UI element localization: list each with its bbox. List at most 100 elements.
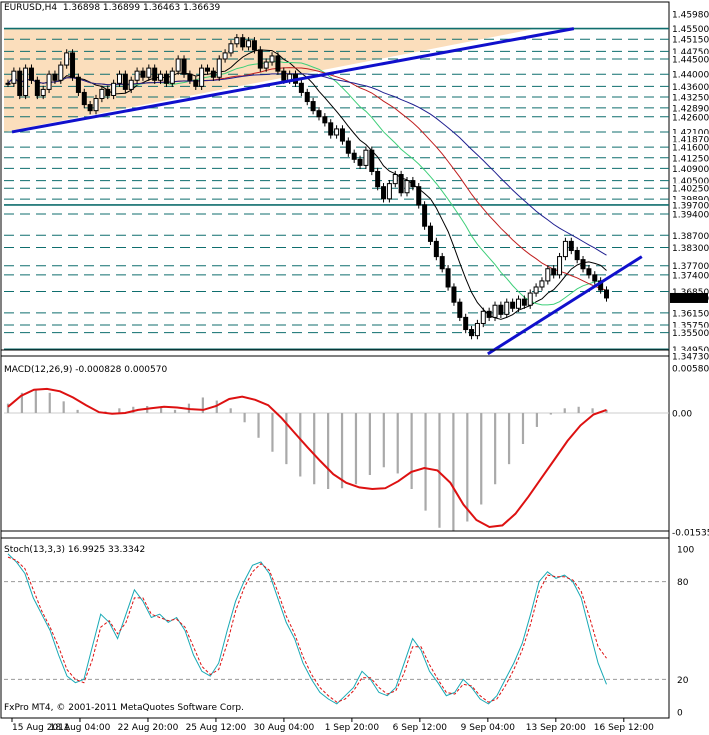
price-label-bg: [670, 194, 708, 205]
candle-body: [64, 52, 70, 66]
last-price-label: 1.36639: [672, 294, 709, 304]
candle-body: [87, 104, 93, 112]
candle-body: [17, 70, 23, 96]
price-axis-label: 1.42890: [670, 102, 709, 114]
candle-body: [433, 240, 439, 258]
macd-tick-label: -0.01535: [672, 529, 709, 539]
candle-body: [34, 79, 40, 96]
price-tick-label: 1.40250: [672, 185, 709, 195]
stoch-panel: 100 80 20 0: [0, 530, 694, 719]
price-label-bg: [670, 209, 708, 220]
price-label-bg: [670, 102, 708, 113]
candle-body: [40, 88, 46, 96]
price-axis-label: 1.34950: [670, 344, 709, 356]
candle-body: [134, 70, 140, 81]
candle-body: [304, 91, 310, 103]
price-axis-label: 1.34730: [670, 351, 709, 363]
price-tick-label: 1.40900: [672, 165, 709, 175]
candle-body: [381, 186, 387, 200]
price-tick-label: 1.44750: [672, 48, 709, 58]
price-label-bg: [670, 199, 708, 210]
stoch-tick-label: 100: [677, 546, 694, 556]
stoch-main-line: [7, 553, 607, 705]
candle-body: [557, 256, 563, 276]
candle-body: [539, 280, 545, 288]
price-label-bg: [670, 351, 708, 361]
candle-body: [515, 298, 521, 309]
macd-header: MACD(12,26,9) -0.000828 0.000570: [4, 365, 168, 375]
candle-body: [439, 256, 445, 270]
macd-panel: 0.00580 0.00 -0.01535: [0, 349, 709, 539]
price-tick-label: 1.35500: [672, 329, 709, 339]
candle-body: [351, 152, 357, 160]
candle-body: [175, 58, 181, 72]
candle-body: [410, 180, 416, 188]
candle-body: [23, 67, 29, 96]
price-label-bg: [670, 142, 708, 153]
candle-body: [451, 286, 457, 303]
time-tick-label: 18 Aug 04:00: [50, 723, 111, 733]
price-axis-label: 1.41250: [670, 152, 709, 164]
candle-body: [181, 58, 187, 75]
price-label-bg: [670, 133, 708, 144]
candle-body: [140, 70, 146, 78]
candle-body: [199, 67, 205, 87]
price-label-bg: [670, 9, 708, 19]
price-label-bg: [670, 126, 708, 137]
price-axis-label: 1.44750: [670, 46, 709, 58]
price-axis-label: 1.42600: [670, 111, 709, 123]
price-label-bg: [670, 344, 708, 355]
candle-body: [427, 225, 433, 242]
price-label-bg: [670, 307, 708, 318]
candle-body: [521, 298, 527, 306]
candle-body: [480, 310, 486, 324]
candle-body: [158, 73, 164, 81]
candle-body: [580, 259, 586, 270]
candle-body: [568, 240, 574, 252]
time-tick-label: 15 Aug 2011: [12, 723, 70, 733]
price-label-bg: [670, 81, 708, 92]
stoch-header: Stoch(13,3,3) 16.9925 33.3342: [4, 545, 146, 555]
price-tick-label: 1.37400: [672, 271, 709, 281]
candle-body: [263, 61, 269, 69]
price-tick-label: 1.41250: [672, 154, 709, 164]
candle-body: [334, 128, 340, 136]
candle-body: [422, 204, 428, 227]
candle-body: [404, 180, 410, 194]
price-axis-label: 1.40250: [670, 183, 709, 195]
candle-body: [210, 70, 216, 78]
price-label-bg: [670, 69, 708, 80]
price-label-bg: [670, 46, 708, 57]
price-tick-label: 1.45980: [672, 11, 709, 21]
candle-body: [187, 73, 193, 81]
price-tick-label: 1.42890: [672, 104, 709, 114]
candle-body: [322, 116, 328, 124]
price-axis-label: 1.36150: [670, 307, 709, 319]
price-label-bg: [670, 111, 708, 122]
macd-tick-label: 0.00: [672, 409, 692, 419]
candle-body: [128, 79, 134, 90]
price-tick-label: 1.34950: [672, 346, 709, 356]
candle-body: [111, 82, 117, 96]
price-axis-label: 1.37700: [670, 260, 709, 272]
time-tick-label: 22 Aug 20:00: [118, 723, 179, 733]
macd-tick-label: 0.00580: [672, 365, 709, 375]
candle-body: [457, 301, 463, 318]
price-tick-label: 1.38700: [672, 232, 709, 242]
price-tick-label: 1.42100: [672, 128, 709, 138]
candle-body: [498, 304, 504, 315]
ma-blue-line: [7, 73, 607, 256]
price-label-bg: [670, 53, 708, 64]
candle-body: [246, 40, 252, 48]
candle-body: [52, 73, 58, 81]
candle-body: [146, 67, 152, 78]
candle-body: [357, 158, 363, 166]
price-label-bg: [670, 163, 708, 174]
candle-body: [363, 149, 369, 166]
candle-body: [604, 289, 609, 299]
trendline-lower: [487, 255, 643, 356]
price-label-bg: [670, 91, 708, 102]
price-axis-label: 1.39700: [670, 199, 709, 211]
candle-body: [70, 52, 76, 78]
